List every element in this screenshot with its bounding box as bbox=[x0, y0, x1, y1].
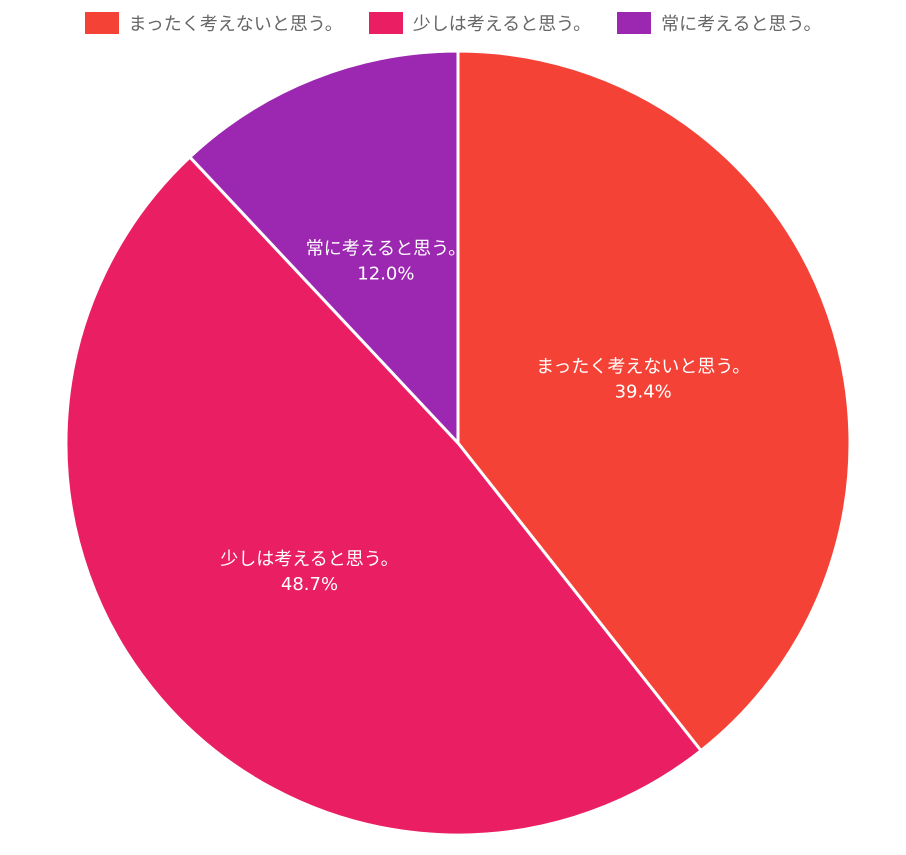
slice-value-always: 12.0% bbox=[357, 264, 414, 285]
legend-item-never[interactable]: まったく考えないと思う。 bbox=[84, 10, 343, 36]
pie-slice-always[interactable] bbox=[187, 49, 460, 447]
pie-slice-sometimes[interactable] bbox=[64, 154, 704, 837]
legend-item-always[interactable]: 常に考えると思う。 bbox=[617, 10, 821, 36]
slice-value-never: 39.4% bbox=[615, 382, 672, 403]
slice-value-sometimes: 48.7% bbox=[281, 574, 338, 595]
pie-labels: まったく考えないと思う。 39.4% 少しは考えると思う。 48.7% 常に考えると思う… bbox=[220, 239, 750, 595]
legend-swatch-never bbox=[84, 12, 119, 34]
legend-label-sometimes: 少しは考えると思う。 bbox=[412, 14, 592, 35]
slice-label-sometimes: 少しは考えると思う。 bbox=[220, 549, 398, 570]
slice-label-never: まったく考えないと思う。 bbox=[536, 357, 750, 378]
chart-legend: まったく考えないと思う。 少しは考えると思う。 常に考えると思う。 bbox=[0, 8, 906, 38]
pie-slices bbox=[64, 49, 852, 837]
legend-swatch-always bbox=[617, 12, 652, 34]
pie-slice-never[interactable] bbox=[456, 49, 852, 753]
legend-swatch-sometimes bbox=[368, 12, 403, 34]
legend-label-always: 常に考えると思う。 bbox=[661, 14, 822, 35]
legend-label-never: まったく考えないと思う。 bbox=[128, 14, 343, 35]
slice-label-always: 常に考えると思う。 bbox=[306, 239, 466, 260]
legend-item-sometimes[interactable]: 少しは考えると思う。 bbox=[368, 10, 592, 36]
